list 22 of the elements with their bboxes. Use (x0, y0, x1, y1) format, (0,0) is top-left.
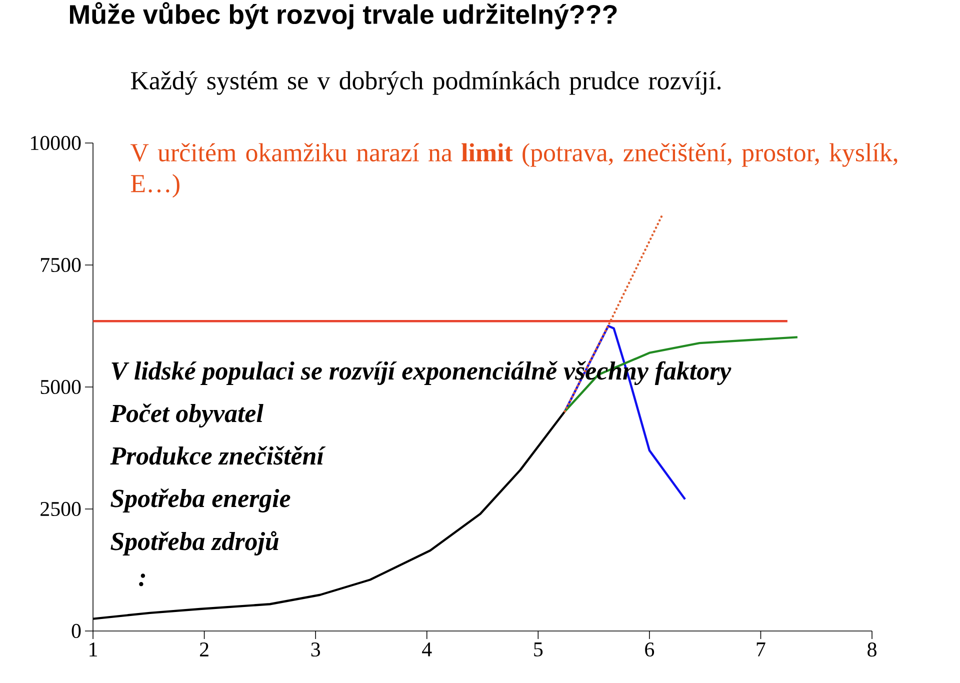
annotation: Spotřeba energie (110, 488, 290, 512)
text: Každý systém se v dobrých podmínkách prudce rozvíjí. (130, 71, 721, 95)
text: V určitém okamžiku narazí na limit (potrava, znečištění, prostor, kyslík, E…) (130, 143, 898, 198)
x-tick-label: 2 (200, 642, 208, 656)
y-tick-label: 0 (72, 624, 81, 638)
y-tick-label: 5000 (40, 380, 81, 394)
annotation: : (139, 574, 146, 586)
x-tick-label: 5 (534, 642, 543, 656)
x-tick-label: 6 (645, 642, 654, 657)
annotation: Produkce znečištění (110, 446, 326, 465)
y-tick-label: 7500 (41, 258, 81, 272)
x-tick-label: 8 (868, 642, 876, 657)
annotation: Počet obyvatel (110, 404, 264, 428)
x-tick-label: 3 (311, 642, 320, 657)
x-tick-label: 4 (422, 642, 432, 656)
line-series (564, 336, 799, 412)
annotation: Spotřeba zdrojů (110, 531, 278, 556)
x-tick-label: 1 (90, 642, 97, 656)
y-tick-label: 10000 (31, 136, 81, 150)
y-tick-label: 2500 (40, 502, 81, 516)
chart-title: Může vůbec být rozvoj trvale udržitelný??? (70, 2, 617, 30)
x-tick-label: 7 (756, 642, 766, 656)
